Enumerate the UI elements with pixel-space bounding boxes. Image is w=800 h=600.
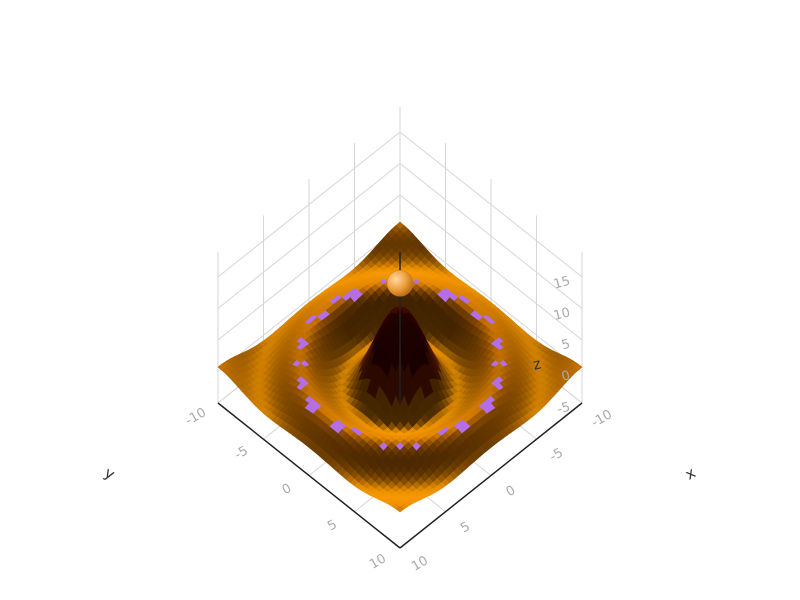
wall-grid-line — [217, 194, 401, 341]
wall-grid-line — [217, 131, 401, 278]
surface-mesh — [217, 221, 583, 513]
y-tick-label: -5 — [232, 444, 251, 463]
wall-grid-line — [399, 194, 583, 341]
y-tick-label: 5 — [325, 517, 340, 534]
marker-sphere — [386, 270, 414, 297]
wall-grid-line — [399, 163, 583, 309]
x-tick-label: -5 — [547, 446, 566, 465]
z-tick-label: 0 — [560, 368, 572, 385]
z-tick-label: 10 — [552, 305, 572, 324]
y-tick-label: 0 — [280, 481, 295, 498]
x-axis-line — [399, 402, 583, 549]
x-tick-label: -10 — [589, 407, 615, 431]
wall-grid-line — [399, 131, 583, 278]
y-tick-label: -10 — [183, 405, 209, 429]
z-tick-label: -5 — [556, 400, 572, 418]
z-tick-label: 15 — [552, 274, 572, 293]
x-tick-label: 10 — [409, 553, 431, 574]
x-tick-label: 5 — [458, 519, 473, 536]
y-axis-title: y — [101, 464, 118, 484]
z-tick-label: 5 — [560, 337, 572, 354]
y-axis-line — [217, 402, 401, 549]
x-axis-title: x — [682, 463, 699, 483]
wall-grid-line — [399, 226, 583, 372]
y-tick-label: 10 — [367, 551, 389, 572]
wall-grid-line — [217, 226, 401, 372]
axes — [217, 251, 583, 549]
x-tick-label: 0 — [504, 483, 519, 500]
wall-grid-line — [217, 163, 401, 309]
surface-patch — [395, 505, 405, 513]
